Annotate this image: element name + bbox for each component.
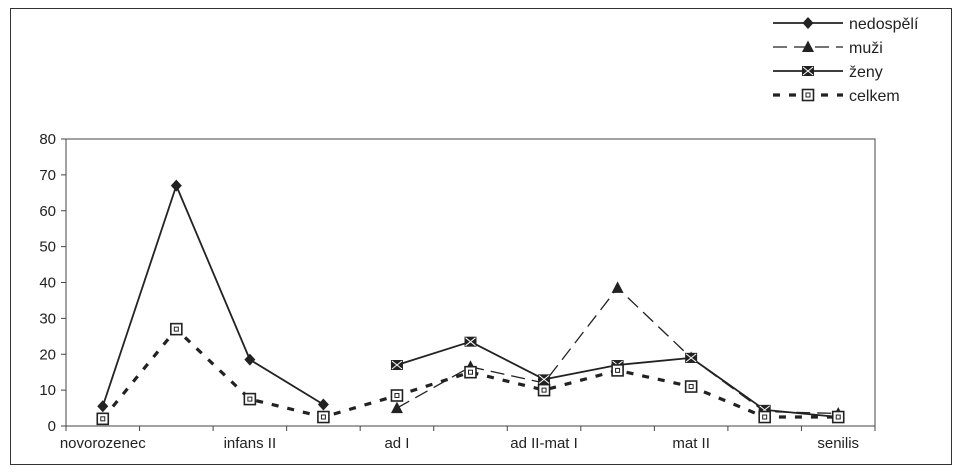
point-celkem-infans-ii	[243, 392, 257, 406]
point-celkem-senilis-outer	[831, 410, 845, 424]
legend-item-nedospeli: nedospělí	[773, 16, 919, 33]
point-celkem-novorozenec-inner	[100, 416, 106, 422]
chart-frame: nedospělí muži ženy celkem 0 10 20 30 40 50 60 70 8…	[10, 8, 952, 465]
point-celkem-mat-i-outer	[611, 364, 624, 377]
point-zeny-ad-ii	[464, 336, 477, 347]
point-celkem-infans-iii-inner	[320, 414, 326, 420]
point-celkem-ad-i-inner	[394, 393, 400, 399]
point-celkem-ad-ii-mat-i	[537, 383, 551, 397]
x-tick-label-infans-ii: infans II	[224, 435, 277, 452]
point-zeny-ad-ii-cross-b	[465, 337, 476, 347]
legend-marker-nedospeli	[802, 17, 814, 29]
series-zeny	[390, 336, 845, 423]
point-celkem-mat-ii-sen	[758, 410, 771, 424]
y-tick-label-0: 0	[48, 418, 56, 435]
axes: 0 10 20 30 40 50 60 70 80 novorozenec infans II ad …	[39, 131, 876, 452]
point-celkem-mat-ii-sen-outer	[758, 410, 771, 424]
legend-marker-celkem-outer	[801, 88, 815, 102]
point-zeny-mat-ii-cross-b	[685, 353, 697, 363]
point-celkem-infans-i-outer	[170, 322, 183, 336]
legend-marker-zeny-cross-b	[802, 66, 814, 76]
y-tick-label-30: 30	[39, 310, 56, 327]
point-celkem-mat-ii	[684, 380, 698, 393]
point-celkem-infans-ii-inner	[247, 396, 253, 402]
point-celkem-ad-i	[390, 389, 404, 402]
x-tick-label-novorozenec: novorozenec	[60, 435, 146, 452]
point-celkem-novorozenec-outer	[96, 412, 110, 426]
series-layer	[96, 179, 845, 426]
point-celkem-infans-i-inner	[173, 326, 179, 332]
point-celkem-senilis	[831, 410, 845, 424]
point-celkem-infans-iii-outer	[317, 410, 330, 424]
y-tick-label-70: 70	[39, 167, 56, 184]
point-celkem-infans-iii	[317, 410, 330, 424]
point-celkem-ad-ii	[464, 365, 477, 379]
legend-label-celkem: celkem	[849, 88, 900, 105]
point-celkem-mat-i-inner	[615, 367, 621, 373]
point-zeny-ad-i-cross-b	[391, 360, 403, 370]
point-celkem-ad-ii-outer	[464, 365, 477, 379]
point-zeny-mat-ii	[685, 352, 698, 363]
y-tick-label-20: 20	[39, 346, 56, 363]
point-celkem-ad-ii-inner	[468, 369, 473, 375]
y-tick-label-10: 10	[39, 382, 56, 399]
legend-marker-celkem-inner	[805, 92, 811, 98]
series-line-muzi-0	[396, 287, 839, 415]
point-zeny-ad-i	[390, 360, 403, 371]
point-nedospeli-infans-i	[170, 179, 182, 192]
series-muzi	[390, 281, 845, 419]
y-tick-label-80: 80	[39, 131, 56, 148]
legend: nedospělí muži ženy celkem	[773, 16, 919, 105]
legend-marker-muzi	[802, 40, 814, 52]
series-celkem	[96, 322, 845, 426]
line-chart: nedospělí muži ženy celkem 0 10 20 30 40 50 60 70 8…	[39, 16, 919, 452]
y-tick-label-40: 40	[39, 275, 56, 292]
series-line-zeny-0	[396, 340, 839, 418]
point-celkem-mat-ii-inner	[688, 384, 694, 390]
legend-marker-celkem	[801, 88, 815, 102]
legend-label-muzi: muži	[849, 40, 883, 57]
legend-item-celkem: celkem	[773, 88, 900, 105]
point-zeny-ad-ii-mat-i-cross-b	[538, 374, 550, 384]
x-tick-label-mat-ii: mat II	[672, 435, 710, 452]
series-nedospeli	[97, 179, 329, 413]
point-celkem-ad-ii-mat-i-outer	[537, 383, 551, 397]
series-line-nedospeli-0	[101, 184, 324, 407]
point-zeny-ad-ii-mat-i	[538, 374, 551, 385]
legend-item-muzi: muži	[773, 40, 883, 57]
legend-item-zeny: ženy	[773, 64, 883, 81]
point-muzi-ad-i	[390, 401, 403, 414]
x-tick-label-ad-i: ad I	[384, 435, 409, 452]
legend-label-zeny: ženy	[849, 64, 883, 81]
point-nedospeli-infans-iii	[317, 398, 329, 411]
point-celkem-ad-ii-mat-i-inner	[541, 387, 547, 393]
plot-area-border	[65, 138, 876, 427]
legend-label-nedospeli: nedospělí	[849, 16, 919, 33]
point-celkem-infans-ii-outer	[243, 392, 257, 406]
point-muzi-mat-i	[611, 281, 624, 293]
point-celkem-senilis-inner	[835, 414, 841, 420]
point-nedospeli-novorozenec	[97, 400, 109, 413]
point-celkem-mat-ii-outer	[684, 380, 698, 393]
point-celkem-ad-i-outer	[390, 389, 404, 402]
point-celkem-mat-ii-sen-inner	[762, 414, 768, 420]
y-tick-label-50: 50	[39, 239, 56, 256]
point-celkem-mat-i	[611, 364, 624, 377]
x-tick-label-ad-ii-mat-i: ad II-mat I	[510, 435, 578, 452]
y-tick-label-60: 60	[39, 203, 56, 220]
point-nedospeli-infans-ii	[244, 353, 256, 366]
x-tick-label-senilis: senilis	[817, 435, 859, 452]
point-celkem-infans-i	[170, 322, 183, 336]
point-celkem-novorozenec	[96, 412, 110, 426]
legend-marker-zeny	[802, 66, 814, 76]
